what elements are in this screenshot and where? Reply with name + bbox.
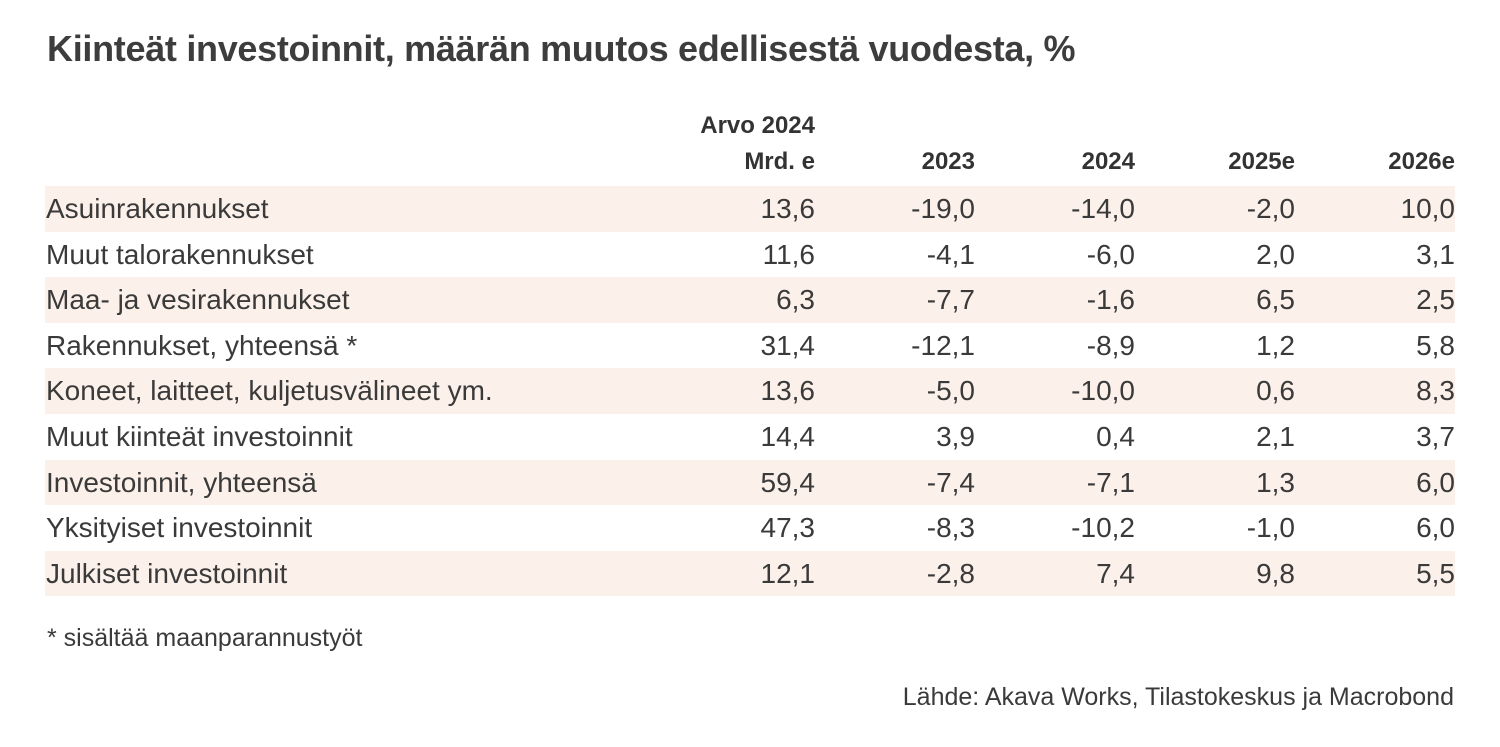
table-cell: 2,0 xyxy=(1256,238,1295,270)
table-cell: 5,8 xyxy=(1416,329,1455,361)
row-label: Maa- ja vesirakennukset xyxy=(45,277,655,323)
header-2025e: 2025e xyxy=(1228,148,1295,175)
table-cell: -10,0 xyxy=(975,368,1135,414)
row-label: Muut talorakennukset xyxy=(46,238,314,270)
table-cell: 6,0 xyxy=(1295,459,1455,506)
table-cell: -8,9 xyxy=(1086,329,1135,361)
table-cell: -5,0 xyxy=(815,368,975,414)
table-cell: -2,0 xyxy=(1135,186,1295,232)
header-2024: 2024 xyxy=(1081,148,1135,175)
table-row: Rakennukset, yhteensä * 31,4 -12,1 -8,9 1,2 5… xyxy=(45,323,1455,369)
table-cell: 31,4 xyxy=(760,329,816,361)
table-cell: 1,2 xyxy=(1256,329,1295,361)
table-cell: -7,4 xyxy=(815,459,975,506)
table-row: Maa- ja vesirakennukset 6,3 -7,7 -1,6 6,5 2,5 xyxy=(45,277,1455,323)
table-row: Julkiset investoinnit 12,1 -2,8 7,4 9,8 5,5 xyxy=(45,550,1455,597)
table-cell: 3,1 xyxy=(1416,238,1455,270)
table-cell: 8,3 xyxy=(1295,368,1455,414)
table-cell: 6,3 xyxy=(655,277,815,323)
table-row: Muut kiinteät investoinnit 14,4 3,9 0,4 2,1 3… xyxy=(45,414,1455,460)
table-row: Asuinrakennukset 13,6 -19,0 -14,0 -2,0 10,0 xyxy=(45,186,1455,232)
row-label: Yksityiset investoinnit xyxy=(46,512,313,544)
row-label: Rakennukset, yhteensä * xyxy=(46,329,358,361)
table-cell: 47,3 xyxy=(760,512,816,544)
table-cell: 59,4 xyxy=(655,459,815,506)
table-row: Investoinnit, yhteensä 59,4 -7,4 -7,1 1,3 6,0 xyxy=(45,459,1455,506)
footnote: * sisältää maanparannustyöt xyxy=(47,624,363,652)
header-line1: Arvo 2024 xyxy=(700,112,815,139)
table-cell: -12,1 xyxy=(911,329,975,361)
table-row: Yksityiset investoinnit 47,3 -8,3 -10,2 -1,0… xyxy=(45,505,1455,551)
table-cell: -1,0 xyxy=(1246,512,1295,544)
table-cell: 11,6 xyxy=(762,238,815,270)
table-cell: 2,5 xyxy=(1295,277,1455,323)
table-cell: -10,2 xyxy=(1071,512,1135,544)
table-cell: 2,1 xyxy=(1256,420,1295,452)
table-cell: -6,0 xyxy=(1086,238,1135,270)
table-cell: -7,7 xyxy=(815,277,975,323)
table-cell: -8,3 xyxy=(926,512,975,544)
table-row: Muut talorakennukset 11,6 -4,1 -6,0 2,0 3,1 xyxy=(45,232,1455,278)
table-cell: 3,9 xyxy=(936,420,975,452)
table-cell: -7,1 xyxy=(975,459,1135,506)
source-note: Lähde: Akava Works, Tilastokeskus ja Mac… xyxy=(902,683,1454,711)
row-label: Julkiset investoinnit xyxy=(45,550,655,597)
table-row: Koneet, laitteet, kuljetusvälineet ym. 13… xyxy=(45,368,1455,414)
header-2023: 2023 xyxy=(921,148,975,175)
header-row: Arvo 2024 Mrd. e 2023 2024 2025e 2026e xyxy=(45,108,1455,186)
table-cell: -14,0 xyxy=(975,186,1135,232)
table-cell: -4,1 xyxy=(926,238,975,270)
table-cell: 7,4 xyxy=(975,550,1135,597)
table-cell: 13,6 xyxy=(655,368,815,414)
header-2026e: 2026e xyxy=(1388,148,1455,175)
table-body: Asuinrakennukset 13,6 -19,0 -14,0 -2,0 10,0 Mu… xyxy=(45,186,1455,597)
table-cell: 1,3 xyxy=(1135,459,1295,506)
table-cell: 6,5 xyxy=(1135,277,1295,323)
investment-table: Arvo 2024 Mrd. e 2023 2024 2025e 2026e A… xyxy=(45,108,1455,597)
table-cell: 12,1 xyxy=(655,550,815,597)
table-cell: 3,7 xyxy=(1416,420,1455,452)
table-cell: -19,0 xyxy=(815,186,975,232)
row-label: Asuinrakennukset xyxy=(45,186,655,232)
table-cell: 10,0 xyxy=(1295,186,1455,232)
header-line2: Mrd. e xyxy=(744,148,815,175)
row-label: Muut kiinteät investoinnit xyxy=(46,420,353,452)
table-cell: 14,4 xyxy=(760,420,816,452)
header-label-cell xyxy=(45,108,655,186)
row-label: Koneet, laitteet, kuljetusvälineet ym. xyxy=(45,368,655,414)
table-cell: 0,6 xyxy=(1135,368,1295,414)
table-cell: 13,6 xyxy=(655,186,815,232)
table-cell: 5,5 xyxy=(1295,550,1455,597)
table-cell: -2,8 xyxy=(815,550,975,597)
table-cell: 6,0 xyxy=(1416,512,1455,544)
table-cell: -1,6 xyxy=(975,277,1135,323)
table-title: Kiinteät investoinnit, määrän muutos ede… xyxy=(47,28,1076,69)
table-cell: 9,8 xyxy=(1135,550,1295,597)
header-value-2024: Arvo 2024 Mrd. e xyxy=(655,108,815,186)
row-label: Investoinnit, yhteensä xyxy=(45,459,655,506)
table-cell: 0,4 xyxy=(1096,420,1135,452)
